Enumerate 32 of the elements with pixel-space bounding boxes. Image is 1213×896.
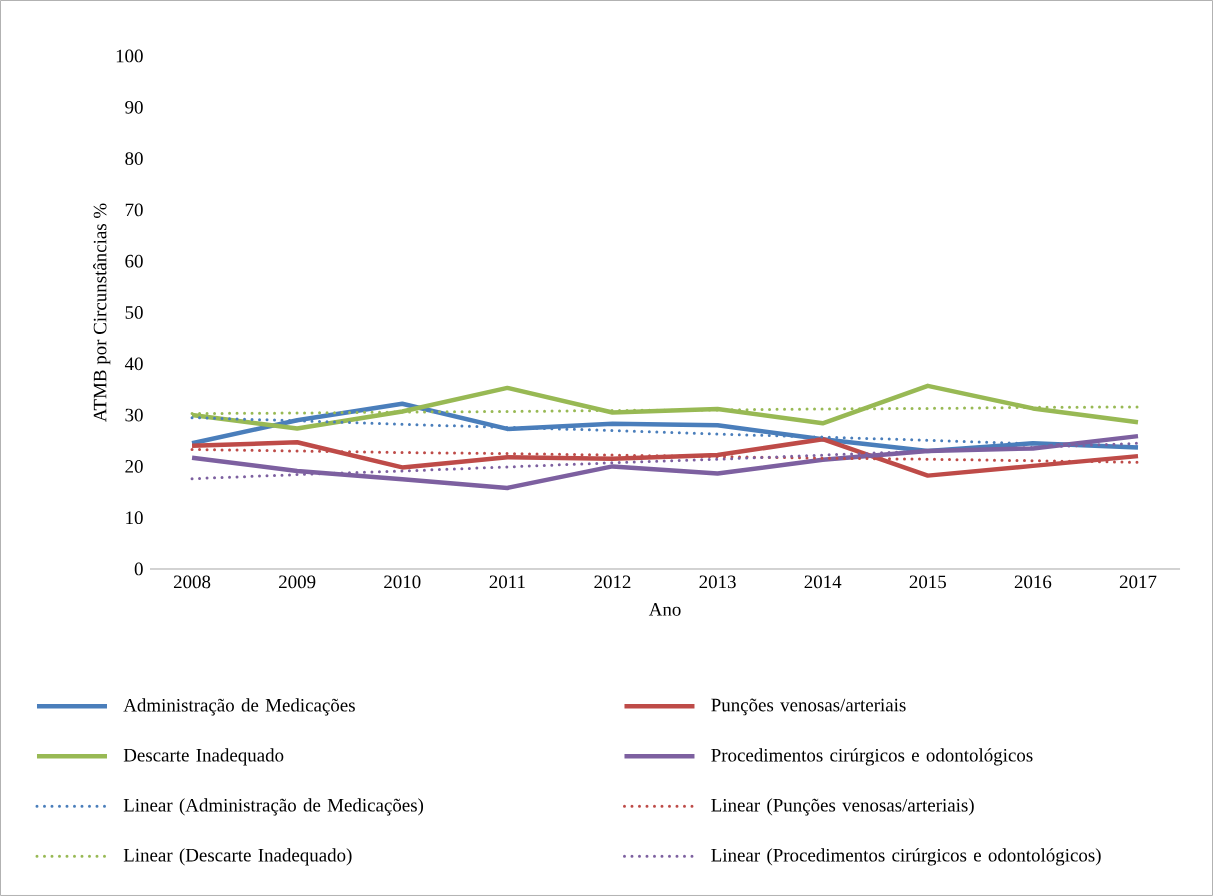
- y-tick-label: 0: [134, 562, 143, 576]
- y-tick-label: 70: [125, 203, 143, 217]
- y-tick-label: 100: [116, 49, 143, 63]
- x-tick-label: 2009: [279, 575, 316, 589]
- x-tick-label: 2012: [594, 575, 631, 589]
- x-tick-label: 2014: [804, 575, 842, 589]
- y-tick-label: 90: [125, 100, 143, 114]
- y-tick-label: 20: [125, 460, 143, 473]
- legend-label: Procedimentos cirúrgicos e odontológicos: [711, 748, 1033, 766]
- x-tick-label: 2011: [489, 575, 525, 589]
- x-tick-label: 2010: [384, 575, 421, 589]
- legend-label: Linear (Punções venosas/arteriais): [711, 798, 974, 816]
- y-tick-label: 10: [126, 511, 143, 525]
- legend-label: Administração de Medicações: [123, 698, 355, 716]
- y-tick-label: 80: [125, 152, 143, 165]
- x-tick-label: 2008: [173, 575, 211, 589]
- legend-label: Punções venosas/arteriais: [711, 698, 906, 716]
- legend-label: Linear (Administração de Medicações): [123, 798, 424, 816]
- legend-label: Linear (Descarte Inadequado): [123, 848, 352, 866]
- y-axis-title: ATMB por Circunstâncias %: [93, 203, 111, 422]
- x-tick-label: 2013: [699, 575, 736, 589]
- y-tick-label: 30: [125, 408, 143, 422]
- legend-label: Descarte Inadequado: [123, 748, 284, 766]
- y-tick-label: 60: [125, 254, 143, 268]
- y-tick-label: 50: [125, 306, 143, 319]
- x-axis-title: Ano: [648, 603, 681, 616]
- x-tick-label: 2016: [1014, 575, 1052, 589]
- x-tick-label: 2017: [1119, 575, 1157, 589]
- x-tick-label: 2015: [909, 575, 946, 589]
- y-tick-label: 40: [124, 357, 143, 371]
- line-series: [189, 433, 1141, 491]
- legend-label: Linear (Procedimentos cirúrgicos e odontológicos): [711, 848, 1101, 866]
